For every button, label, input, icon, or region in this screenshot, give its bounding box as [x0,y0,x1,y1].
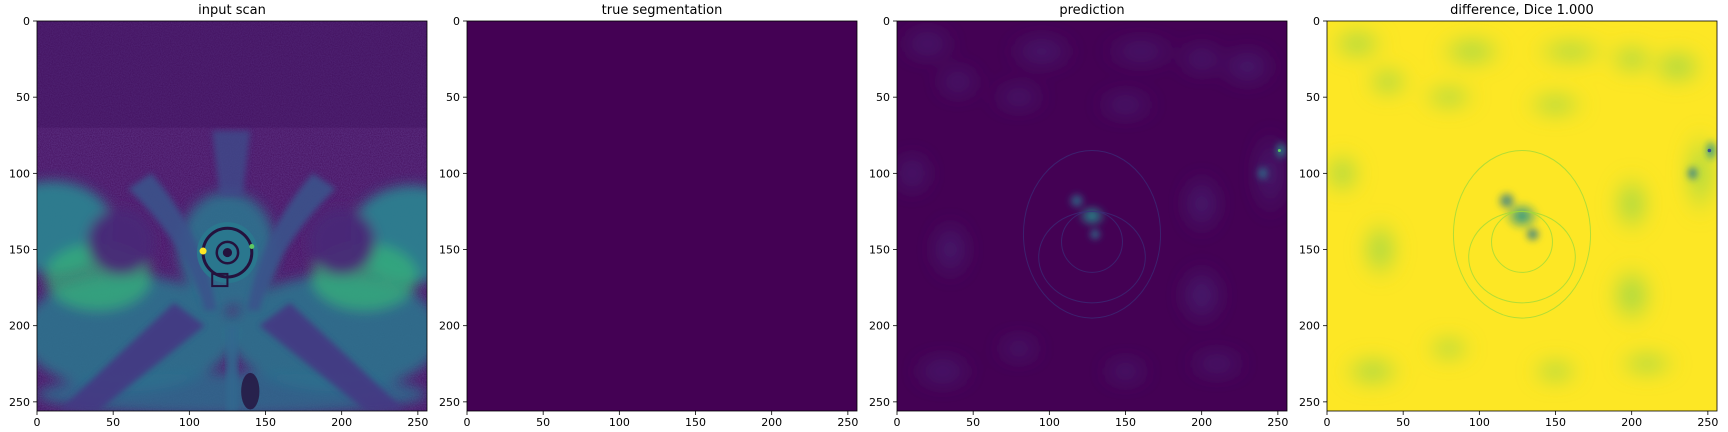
y-tick-label: 200 [1299,320,1320,333]
y-tick-label: 150 [9,244,30,257]
y-tick-label: 200 [869,320,890,333]
x-tick-label: 50 [106,416,120,429]
x-tick-label: 100 [1469,416,1490,429]
y-tick-label: 0 [883,15,890,28]
y-tick-label: 150 [439,244,460,257]
x-tick-label: 0 [464,416,471,429]
x-tick-label: 50 [536,416,550,429]
x-tick-label: 0 [894,416,901,429]
x-tick-label: 150 [1115,416,1136,429]
x-tick-label: 200 [1191,416,1212,429]
y-tick-label: 250 [439,396,460,409]
x-tick-label: 250 [1267,416,1288,429]
x-tick-label: 0 [34,416,41,429]
x-tick-label: 200 [1621,416,1642,429]
y-tick-label: 200 [439,320,460,333]
panel-2: true segmentation 0 50 100 150 200 250 0 50 100 15… [439,3,858,429]
y-tick-label: 100 [869,167,890,180]
y-tick-label: 250 [869,396,890,409]
y-tick-label: 100 [9,167,30,180]
heatmap-image [37,21,427,411]
x-tick-label: 50 [966,416,980,429]
axes-frame [36,20,428,412]
x-tick-label: 100 [1039,416,1060,429]
x-tick-label: 200 [761,416,782,429]
heatmap-image [897,21,1287,411]
x-tick-label: 250 [407,416,428,429]
y-tick-label: 50 [876,91,890,104]
x-tick-label: 150 [685,416,706,429]
y-tick-label: 250 [1299,396,1320,409]
panel-title: true segmentation [602,3,723,18]
heatmap-image [467,21,857,411]
x-tick-label: 200 [331,416,352,429]
axes-frame [466,20,858,412]
y-tick-label: 0 [23,15,30,28]
heatmap-image [1327,21,1717,411]
x-tick-label: 250 [1697,416,1718,429]
axes-frame [896,20,1288,412]
panel-1: input scan 0 50 100 150 200 250 0 50 100 150 200 250 [9,3,428,429]
x-tick-label: 100 [179,416,200,429]
y-tick-label: 150 [869,244,890,257]
y-tick-label: 200 [9,320,30,333]
x-tick-label: 150 [255,416,276,429]
panel-3: prediction 0 50 100 150 200 250 0 50 100 150 200 250 [869,3,1288,429]
y-tick-label: 100 [1299,167,1320,180]
y-tick-label: 150 [1299,244,1320,257]
y-tick-label: 50 [446,91,460,104]
axes-frame [1326,20,1718,412]
panel-title: input scan [198,3,266,18]
y-tick-label: 50 [1306,91,1320,104]
x-tick-label: 50 [1396,416,1410,429]
y-tick-label: 0 [1313,15,1320,28]
x-tick-label: 0 [1324,416,1331,429]
x-tick-label: 150 [1545,416,1566,429]
x-tick-label: 100 [609,416,630,429]
y-tick-label: 250 [9,396,30,409]
y-tick-label: 100 [439,167,460,180]
panel-4: difference, Dice 1.000 0 50 100 150 200 250 0 50… [1299,3,1718,429]
panel-title: prediction [1059,3,1124,18]
y-tick-label: 50 [16,91,30,104]
y-tick-label: 0 [453,15,460,28]
x-tick-label: 250 [837,416,858,429]
panel-title: difference, Dice 1.000 [1450,3,1594,18]
